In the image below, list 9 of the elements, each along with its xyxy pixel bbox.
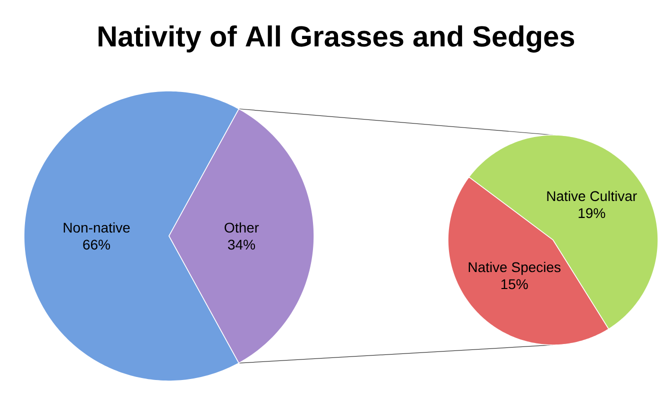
slice-label: Native Species bbox=[468, 262, 561, 275]
slice-label: Other bbox=[224, 222, 259, 233]
chart-title: Nativity of All Grasses and Sedges bbox=[98, 25, 574, 53]
data-label: 19% bbox=[578, 208, 606, 218]
data-label: 15% bbox=[501, 279, 528, 290]
slice-label: Non-native bbox=[64, 222, 130, 233]
data-label: 34% bbox=[228, 240, 256, 250]
data-label: 66% bbox=[83, 240, 110, 250]
slice-label: Native Cultivar bbox=[547, 190, 637, 202]
